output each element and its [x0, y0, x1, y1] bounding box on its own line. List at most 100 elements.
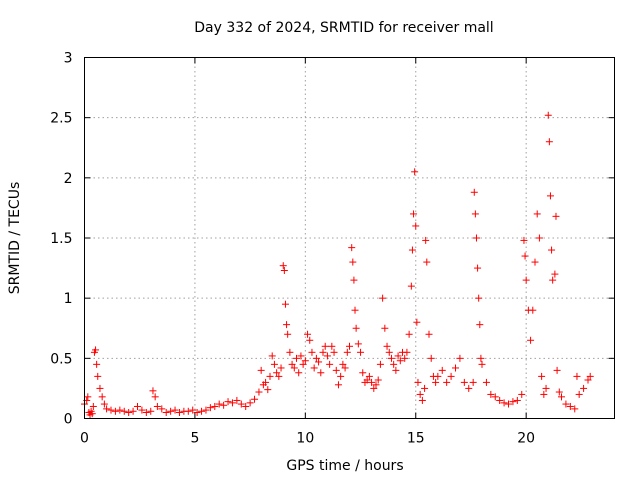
- data-point: [189, 406, 197, 414]
- data-point: [546, 192, 554, 200]
- data-point: [138, 406, 146, 414]
- data-point: [425, 330, 433, 338]
- data-point: [522, 276, 530, 284]
- data-point: [460, 378, 468, 386]
- data-point: [374, 376, 382, 384]
- data-point: [308, 348, 316, 356]
- data-point: [286, 348, 294, 356]
- data-point: [471, 210, 479, 218]
- data-point: [100, 400, 108, 408]
- data-point: [423, 258, 431, 266]
- data-point: [257, 366, 265, 374]
- y-tick-label: 1.5: [50, 231, 72, 247]
- data-point: [107, 406, 115, 414]
- data-point: [553, 366, 561, 374]
- data-point: [365, 372, 373, 380]
- data-point: [116, 406, 124, 414]
- data-point: [299, 360, 307, 368]
- x-tick-label: 15: [407, 431, 425, 447]
- data-point: [472, 234, 480, 242]
- data-point: [475, 294, 483, 302]
- data-point: [92, 346, 100, 354]
- data-point: [533, 210, 541, 218]
- x-tick-label: 20: [517, 431, 535, 447]
- data-point: [443, 378, 451, 386]
- data-point: [233, 396, 241, 404]
- data-point: [500, 399, 508, 407]
- data-point: [162, 408, 170, 416]
- data-point: [566, 402, 574, 410]
- data-point: [153, 402, 161, 410]
- data-point: [98, 393, 106, 401]
- data-point: [518, 390, 526, 398]
- data-point: [84, 393, 92, 401]
- data-point: [538, 372, 546, 380]
- data-point: [447, 372, 455, 380]
- data-point: [198, 407, 206, 415]
- data-point: [401, 354, 409, 362]
- data-point: [411, 168, 419, 176]
- data-point: [558, 393, 565, 401]
- data-point: [171, 406, 179, 414]
- data-point: [341, 364, 349, 372]
- data-point: [268, 352, 276, 360]
- y-tick-labels: 0 0.5 1 1.5 2 2.5 3: [50, 51, 72, 428]
- data-point: [270, 360, 278, 368]
- data-point: [111, 407, 119, 415]
- data-point: [381, 324, 389, 332]
- data-point: [332, 366, 340, 374]
- data-point: [434, 372, 442, 380]
- data-point: [283, 321, 291, 329]
- data-point: [438, 366, 446, 374]
- data-point: [394, 352, 402, 360]
- data-point: [266, 372, 274, 380]
- data-point: [262, 378, 270, 386]
- data-point: [93, 360, 101, 368]
- data-point: [88, 410, 96, 418]
- x-tick-label: 0: [80, 431, 89, 447]
- y-tick-label: 1: [64, 291, 73, 307]
- data-point: [513, 396, 521, 404]
- data-point: [297, 352, 305, 360]
- data-point: [293, 354, 300, 362]
- data-point: [334, 381, 342, 389]
- data-point: [403, 348, 411, 356]
- data-point: [387, 354, 395, 362]
- data-point: [470, 188, 478, 196]
- data-point: [421, 384, 429, 392]
- data-point: [284, 330, 292, 338]
- data-point: [542, 384, 550, 392]
- data-point: [129, 407, 137, 415]
- data-point: [551, 270, 559, 278]
- data-point: [206, 404, 214, 412]
- plot-frame: [84, 57, 615, 419]
- data-point: [281, 300, 289, 308]
- data-point: [427, 354, 435, 362]
- data-point: [273, 369, 281, 377]
- data-point: [416, 390, 424, 398]
- data-point: [125, 408, 133, 416]
- data-point: [418, 396, 426, 404]
- data-point: [312, 354, 320, 362]
- data-point: [584, 376, 592, 384]
- chart-title: Day 332 of 2024, SRMTID for receiver mal…: [194, 20, 493, 36]
- data-point: [520, 236, 528, 244]
- data-point: [310, 364, 318, 372]
- data-point: [529, 306, 537, 314]
- y-tick-label: 0: [64, 412, 73, 428]
- data-point: [521, 252, 529, 260]
- data-point: [555, 388, 563, 396]
- data-point: [134, 402, 141, 410]
- data-point: [363, 376, 371, 384]
- data-point: [422, 236, 430, 244]
- data-point: [487, 390, 495, 398]
- data-point: [277, 364, 285, 372]
- data-point: [370, 384, 378, 392]
- data-point: [215, 400, 223, 408]
- data-point: [469, 378, 477, 386]
- data-point: [350, 276, 358, 284]
- x-tick-label: 5: [190, 431, 199, 447]
- data-point: [396, 357, 404, 365]
- data-point: [405, 330, 413, 338]
